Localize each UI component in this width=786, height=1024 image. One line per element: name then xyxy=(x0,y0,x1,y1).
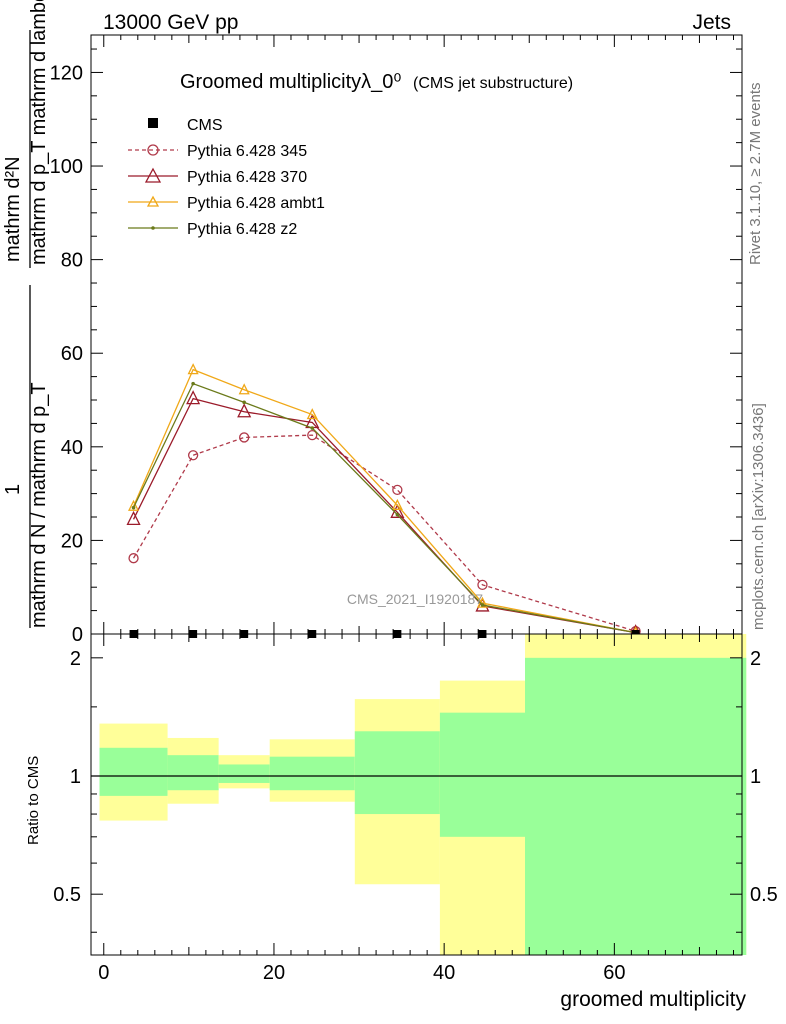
point-p345 xyxy=(187,450,199,461)
legend-marker-370 xyxy=(144,167,162,183)
ratio-ytick-label-right: 2 xyxy=(750,648,761,670)
ratio-ytick-label: 1 xyxy=(70,766,81,788)
ratio-xtick-label: 60 xyxy=(603,962,625,984)
point-z2 xyxy=(310,426,315,430)
ylabel-num2: mathrm d p_T mathrm d lambda xyxy=(28,0,50,265)
point-ambt1 xyxy=(187,363,199,375)
main-ytick-label: 40 xyxy=(61,437,83,459)
band-green xyxy=(354,731,440,815)
point-ambt1 xyxy=(306,408,318,420)
main-title-text: Groomed multiplicityλ_0⁰ xyxy=(180,71,401,93)
main-y-label: mathrm d²N mathrm d p_T mathrm d lambda … xyxy=(2,0,50,628)
point-ambt1 xyxy=(238,383,250,395)
point-z2 xyxy=(242,400,246,405)
main-title: Groomed multiplicityλ_0⁰ (CMS jet substr… xyxy=(180,71,573,93)
main-ytick-label: 80 xyxy=(61,250,83,272)
main-ytick-label: 0 xyxy=(72,624,83,646)
main-ytick-label: 60 xyxy=(61,343,83,365)
point-ambt1 xyxy=(391,498,403,510)
point-z2 xyxy=(480,603,485,607)
main-ytick-label: 20 xyxy=(61,530,83,552)
rivet-label: Rivet 3.1.10, ≥ 2.7M events xyxy=(747,83,764,266)
point-p370 xyxy=(237,403,252,418)
point-p370 xyxy=(126,510,141,525)
legend: CMS Pythia 6.428 345 Pythia 6.428 370 Py… xyxy=(128,117,325,238)
point-z2 xyxy=(395,512,400,517)
legend-label-345: Pythia 6.428 345 xyxy=(187,143,307,160)
ylabel-den: mathrm d N / mathrm d p_T xyxy=(28,382,50,628)
series-line-p345 xyxy=(132,434,636,632)
ratio-bands xyxy=(91,634,747,955)
ratio-plot-frame xyxy=(90,633,743,956)
ratio-ytick-label-right: 0.5 xyxy=(750,884,778,906)
main-plot-panel: 0 20 40 60 80 100 120 CMS_2021_I1920187 Groome… xyxy=(50,34,743,646)
legend-marker-cms xyxy=(148,118,158,128)
ratio-xtick-label: 20 xyxy=(263,962,285,984)
mcplots-label: mcplots.cern.ch [arXiv:1306.3436] xyxy=(750,403,767,630)
header-right: Jets xyxy=(692,11,731,34)
main-ytick-label: 120 xyxy=(50,62,83,84)
header-left: 13000 GeV pp xyxy=(103,11,238,34)
watermark: CMS_2021_I1920187 xyxy=(347,591,483,607)
legend-label-370: Pythia 6.428 370 xyxy=(187,169,307,186)
x-axis-label: groomed multiplicity xyxy=(560,988,746,1011)
point-z2 xyxy=(131,505,136,510)
band-green xyxy=(167,755,219,791)
point-z2 xyxy=(191,381,195,386)
legend-marker-345 xyxy=(147,144,159,156)
ratio-xtick-label: 40 xyxy=(433,962,455,984)
band-green xyxy=(269,756,355,791)
band-green xyxy=(439,712,525,837)
legend-label-z2: Pythia 6.428 z2 xyxy=(187,221,297,238)
point-ambt1 xyxy=(127,499,140,511)
main-axis-ticks: 0 20 40 60 80 100 120 xyxy=(50,35,742,646)
ratio-ytick-label: 2 xyxy=(70,648,81,670)
band-green xyxy=(99,747,168,796)
ratio-ytick-label-right: 1 xyxy=(750,766,761,788)
point-p345 xyxy=(307,429,318,441)
legend-label-ambt1: Pythia 6.428 ambt1 xyxy=(187,195,325,212)
band-green xyxy=(218,764,270,783)
legend-label-cms: CMS xyxy=(187,117,223,134)
point-p345 xyxy=(477,579,488,591)
main-ytick-label: 100 xyxy=(50,156,83,178)
ratio-ytick-label: 0.5 xyxy=(53,884,81,906)
legend-marker-z2 xyxy=(151,226,155,230)
ratio-y-label: Ratio to CMS xyxy=(25,756,42,845)
ylabel-one: 1 xyxy=(2,484,24,495)
legend-marker-ambt1 xyxy=(146,195,160,207)
point-p345 xyxy=(392,484,403,496)
series-line-ambt1 xyxy=(132,368,636,634)
band-green xyxy=(525,657,747,955)
ratio-axis-ticks: 0.5 0.51 12 20 20 40 60 xyxy=(53,634,778,984)
point-p345 xyxy=(239,432,250,443)
point-p370 xyxy=(186,390,201,405)
ratio-plot-panel: 0.5 0.51 12 20 20 40 60 Ratio to CMS groomed m… xyxy=(25,633,778,1011)
main-title-note: (CMS jet substructure) xyxy=(413,75,573,92)
point-p345 xyxy=(128,553,139,564)
ratio-xtick-label: 0 xyxy=(98,962,109,984)
ylabel-num1: mathrm d²N xyxy=(2,156,24,262)
